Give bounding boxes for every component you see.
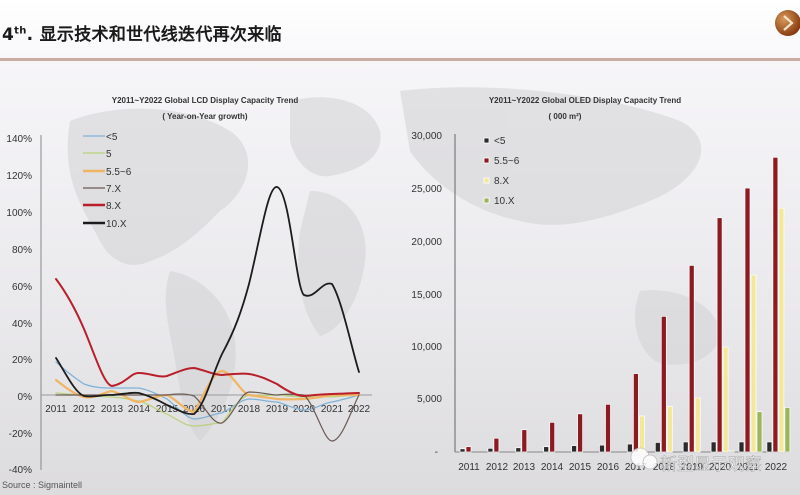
world-map-background (67, 87, 720, 441)
lcd-chart-subtitle: ( Year-on-Year growth) (162, 112, 248, 121)
legend-item-5: 5 (83, 149, 112, 160)
series-line-7x (55, 391, 360, 442)
slide-title: 4th. 显示技术和世代线迭代再次来临 (2, 20, 282, 45)
title-ordinal: th (14, 25, 27, 37)
y-tick: 40% (12, 319, 32, 330)
slide-header: 4th. 显示技术和世代线迭代再次来临 (0, 0, 800, 58)
x-tick: 2015 (156, 404, 179, 415)
x-tick: 2011 (45, 404, 67, 415)
lcd-chart-title: Y2011~Y2022 Global LCD Display Capacity … (112, 96, 299, 105)
y-tick: -20% (9, 429, 32, 440)
x-tick: 2021 (321, 404, 344, 415)
y-tick: 100% (6, 208, 32, 219)
legend-item-5.5-6: 5.5~6 (83, 167, 132, 178)
legend-label: 10.X (106, 219, 127, 230)
y-tick: 0% (18, 392, 33, 403)
lcd-legend: <5 5 5.5~6 7.X 8.X 10.X (83, 132, 132, 230)
legend-item-8x: 8.X (83, 201, 121, 212)
x-tick: 2016 (183, 404, 206, 415)
y-tick: -40% (9, 465, 32, 476)
y-tick: 20% (12, 355, 32, 366)
title-number: 4 (2, 25, 15, 45)
x-tick: 2014 (128, 404, 151, 415)
lcd-y-ticks: 140% 120% 100% 80% 60% 40% 20% 0% -20% -… (6, 134, 32, 476)
legend-label: <5 (106, 132, 118, 143)
legend-label: 5.5~6 (106, 167, 132, 178)
x-tick: 2013 (101, 404, 124, 415)
y-tick: 80% (12, 245, 32, 256)
series-line-8x (55, 278, 360, 397)
source-note: Source : Sigmaintell (2, 480, 83, 490)
lcd-line-chart: Y2011~Y2022 Global LCD Display Capacity … (6, 96, 372, 476)
y-tick: 120% (6, 171, 32, 182)
legend-item-lt5: <5 (83, 132, 118, 143)
x-tick: 2019 (266, 404, 289, 415)
legend-label: 5 (106, 149, 112, 160)
header-divider (0, 58, 800, 61)
title-text: . 显示技术和世代线迭代再次来临 (26, 25, 282, 45)
series-line-5 (55, 392, 360, 427)
x-tick: 2017 (211, 404, 234, 415)
y-tick: 60% (12, 282, 32, 293)
legend-item-10x: 10.X (83, 219, 127, 230)
lcd-series-lines (54, 186, 361, 442)
x-tick: 2018 (238, 404, 261, 415)
lcd-x-ticks: 2011 2012 2013 2014 2015 2016 2017 2018 … (45, 404, 370, 415)
series-line-10x (55, 186, 360, 416)
legend-label: 7.X (106, 184, 121, 195)
y-tick: 140% (6, 134, 32, 145)
sigma-logo-icon (775, 10, 800, 36)
legend-label: 8.X (106, 201, 121, 212)
x-tick: 2022 (348, 404, 371, 415)
legend-item-7x: 7.X (83, 184, 121, 195)
x-tick: 2012 (73, 404, 96, 415)
